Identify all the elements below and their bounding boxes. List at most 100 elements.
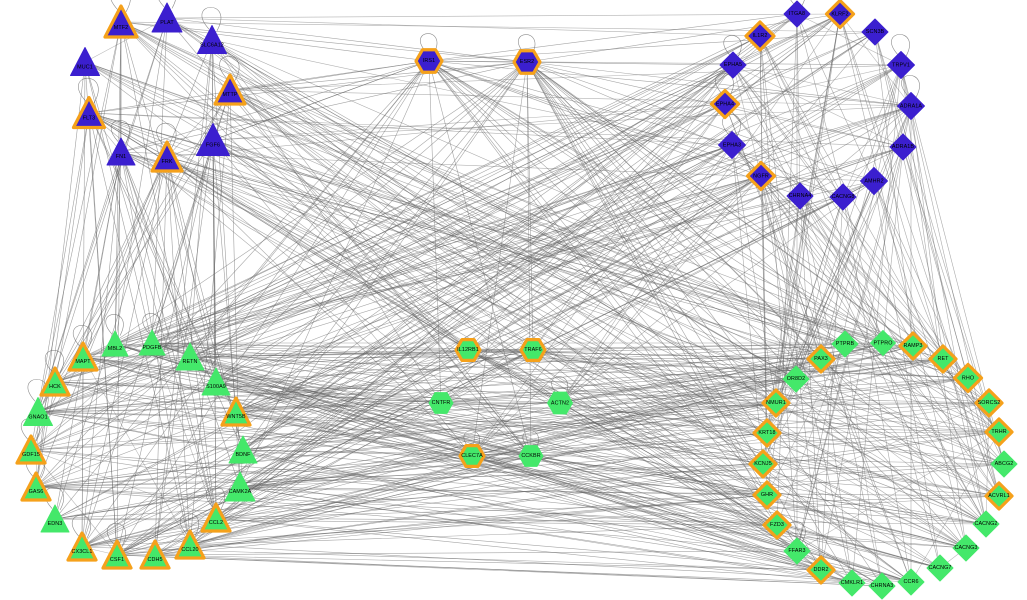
node-trpv1[interactable]: TRPV1 [881,45,922,86]
edge [189,144,733,358]
edge [532,349,1000,433]
node-cacng8[interactable]: CACNG8 [823,177,863,217]
edge [114,17,168,345]
edge [530,455,941,569]
edge [88,112,733,146]
edge [37,31,876,413]
node-ngfr[interactable]: NGFR [741,156,782,197]
edge [428,60,762,177]
node-epha4[interactable]: EPHA4 [705,84,746,125]
edge [189,356,442,404]
edge [154,554,822,571]
edge [154,431,1000,556]
edge [116,550,798,556]
node-shape-diamond [719,51,747,79]
node-gnao1[interactable]: GNAO1 [17,391,60,434]
node-frk[interactable]: FRK [145,135,189,179]
node-il12rb1[interactable]: IL12RB1 [450,332,486,368]
edge [873,180,987,525]
node-epha5[interactable]: EPHA5 [713,45,753,85]
node-chrna4[interactable]: CHRNA4 [780,176,820,216]
node-shape-hexagon [458,444,486,468]
node-cckbr[interactable]: CCKBR [513,438,549,474]
edge [114,343,969,379]
node-adra1a[interactable]: ADRA1A [891,86,932,127]
node-shape-triangle [101,539,133,570]
node-pdgfb[interactable]: PDGFB [132,323,172,363]
node-shape-triangle [15,434,47,465]
edge [526,13,841,63]
node-shape-diamond [868,572,896,600]
node-actn2[interactable]: ACTN2 [542,385,579,422]
node-shape-diamond [718,131,746,159]
edge [874,31,987,525]
edge [471,345,914,457]
node-plat[interactable]: PLAT [145,0,189,40]
edge [532,180,875,351]
edge [874,31,1005,465]
edge [795,196,844,380]
node-csf1[interactable]: CSF1 [96,534,138,576]
edge [842,105,912,198]
edge [81,60,430,548]
edge [154,463,764,556]
edge [559,31,876,404]
edge [902,146,969,379]
node-gdf15[interactable]: GDF15 [10,429,52,471]
node-shape-triangle [67,341,99,372]
edge [120,151,969,379]
node-esr2[interactable]: ESR2 [508,43,546,81]
edge [151,342,217,519]
edge [776,524,941,569]
edge [120,21,876,33]
edge [760,175,912,583]
node-traf6[interactable]: TRAF6 [515,332,551,368]
node-clec7a[interactable]: CLEC7A [454,438,490,474]
node-mttp[interactable]: MTTP [208,68,252,112]
edge [440,402,768,434]
edge [526,61,853,584]
edge [215,61,528,383]
node-shape-triangle [151,2,183,33]
node-chrna3[interactable]: CHRNA3 [862,566,902,600]
edge-selfloop [45,350,65,374]
node-shape-triangle [71,95,107,130]
node-shape-triangle [70,47,100,76]
edge-selfloop [891,34,910,57]
edge [30,449,118,556]
node-cdh5[interactable]: CDH5 [134,534,176,576]
edge [471,103,726,457]
node-itga8[interactable]: ITGA8 [777,0,817,34]
node-fn1[interactable]: FN1 [100,131,142,173]
edge [471,455,941,569]
node-shape-triangle [196,123,230,156]
node-shape-diamond [972,510,1000,538]
node-irs1[interactable]: IRS1 [410,42,448,80]
edge [526,61,944,360]
edge [471,144,733,457]
edge [116,463,1005,556]
edge [120,21,244,451]
edge [428,60,884,344]
node-shape-triangle [66,531,98,562]
edge [559,105,912,404]
node-muc1[interactable]: MUC1 [64,41,107,84]
edge [839,13,912,107]
node-mtf2[interactable]: MTF2 [98,0,144,45]
node-flt3[interactable]: FLT3 [67,91,112,136]
node-fgf6[interactable]: FGF6 [190,117,237,164]
node-wnt5b[interactable]: WNT5B [215,391,257,433]
node-shape-hexagon [518,445,544,467]
edge [54,349,469,520]
edge [154,103,726,556]
node-slc6a12[interactable]: SLC6A12 [191,19,234,62]
node-cntfr[interactable]: CNTFR [423,385,459,421]
edge [467,349,967,549]
edge [30,156,168,451]
edge-selfloop [201,6,222,31]
edge [239,486,967,549]
node-shape-triangle [20,471,52,502]
edge [189,61,528,546]
edge [88,112,768,496]
